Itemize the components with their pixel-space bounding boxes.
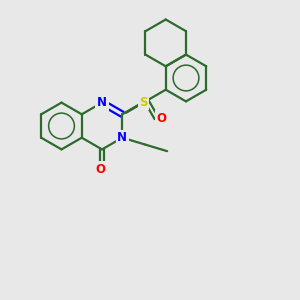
Text: O: O (157, 112, 167, 124)
Text: N: N (117, 131, 127, 144)
Text: O: O (95, 163, 106, 176)
Text: S: S (139, 95, 148, 109)
Text: N: N (97, 96, 107, 109)
